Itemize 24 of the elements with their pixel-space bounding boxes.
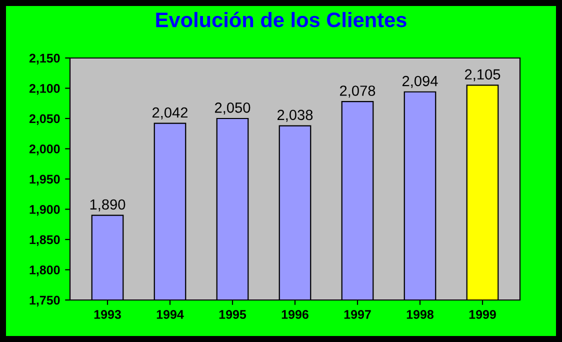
data-label: 1,890 — [90, 199, 126, 212]
x-tick-label: 1996 — [282, 310, 308, 319]
y-tick-label: 1,750 — [30, 296, 60, 306]
data-label: 2,042 — [152, 107, 188, 120]
y-tick-label: 2,100 — [29, 84, 60, 95]
x-tick-label: 1999 — [469, 310, 496, 319]
x-tick-label: 1993 — [94, 310, 121, 319]
x-tick-label: 1998 — [406, 310, 434, 319]
y-tick-label: 1,800 — [30, 266, 60, 276]
y-tick-label: 1,950 — [30, 174, 60, 186]
x-tick-label: 1997 — [344, 310, 371, 319]
y-tick-label: 2,050 — [29, 114, 60, 125]
data-label: 2,078 — [340, 86, 376, 98]
data-label: 2,050 — [214, 102, 250, 115]
chart-title: Evolución de los Clientes — [156, 12, 406, 28]
data-label: 2,094 — [402, 76, 438, 88]
y-tick-label: 2,150 — [29, 54, 60, 64]
data-label: 2,038 — [277, 110, 313, 122]
data-label: 2,105 — [464, 69, 500, 82]
y-tick-label: 2,000 — [29, 144, 60, 156]
y-tick-label: 1,850 — [30, 235, 60, 246]
y-tick-label: 1,900 — [30, 205, 60, 216]
x-tick-label: 1995 — [219, 310, 246, 319]
x-tick-label: 1994 — [156, 310, 184, 319]
